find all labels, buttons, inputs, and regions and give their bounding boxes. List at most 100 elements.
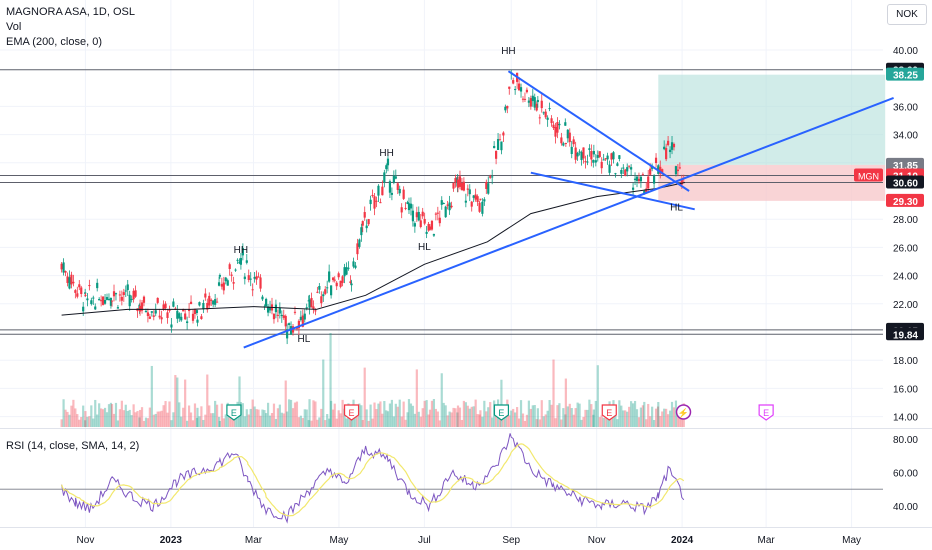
- candle-body: [578, 151, 581, 153]
- volume-bar: [592, 409, 595, 427]
- event-markers[interactable]: E E E E ⚡ E: [226, 404, 774, 421]
- candle-body: [628, 165, 631, 167]
- horizontal-levels[interactable]: [0, 69, 883, 335]
- volume-bar: [558, 403, 561, 427]
- earnings-icon: [493, 404, 510, 421]
- candle-body: [326, 287, 329, 289]
- volume-bar: [620, 405, 623, 427]
- time-tick-label: 2024: [671, 535, 694, 546]
- candle-body: [251, 289, 254, 291]
- candle-body: [226, 280, 229, 286]
- candle-body: [218, 275, 221, 277]
- price-axis[interactable]: 40.0036.0034.0032.0028.0026.0024.0022.00…: [854, 46, 924, 513]
- candle-body: [103, 300, 107, 304]
- volume-bar: [500, 379, 503, 427]
- trendlines[interactable]: [243, 70, 894, 349]
- rsi-legend[interactable]: RSI (14, close, SMA, 14, 2): [6, 440, 140, 452]
- candle-body: [92, 297, 95, 299]
- volume-bar: [98, 403, 101, 427]
- volume-bar: [232, 416, 235, 427]
- candle-body: [178, 313, 181, 319]
- volume-bar: [460, 419, 464, 427]
- candle-body: [191, 313, 195, 321]
- volume-bar: [568, 403, 571, 427]
- candle-body: [381, 186, 384, 196]
- volume-bar: [68, 414, 71, 427]
- volume-bar: [314, 401, 317, 427]
- volume-bar: [76, 414, 79, 427]
- volume-bar: [474, 399, 477, 427]
- candle-body: [310, 297, 313, 308]
- candle-body: [500, 141, 503, 151]
- volume-bar: [525, 414, 529, 427]
- candle-body: [610, 153, 613, 160]
- rsi-pane: [0, 433, 883, 524]
- candle-body: [517, 83, 521, 91]
- volume-bar: [130, 415, 133, 427]
- rsi-tick-label: 40.00: [893, 502, 918, 513]
- volume-bar: [276, 408, 279, 427]
- candle-body: [411, 210, 415, 222]
- volume-bar: [402, 401, 405, 427]
- volume-spike-bar: [329, 333, 332, 427]
- price-tick-label: 18.00: [893, 356, 918, 367]
- volume-bar: [333, 403, 336, 427]
- volume-bar: [454, 408, 457, 427]
- candle-body: [606, 155, 609, 160]
- volume-bar: [554, 418, 557, 427]
- candle-body: [468, 189, 471, 195]
- volume-bar: [62, 399, 65, 427]
- candle-body: [425, 231, 428, 234]
- candle-body: [280, 314, 283, 317]
- volume-legend[interactable]: Vol: [6, 21, 22, 33]
- event-glyph: E: [498, 408, 504, 418]
- volume-bar: [656, 406, 660, 427]
- price-level-label: 19.84: [893, 330, 918, 341]
- volume-bar: [596, 365, 599, 427]
- volume-bar: [184, 379, 187, 427]
- volume-bar: [132, 404, 135, 427]
- candle-body: [249, 278, 252, 280]
- volume-bar: [299, 415, 302, 427]
- time-axis[interactable]: Nov 2023 Mar May Jul Sep Nov 2024 Mar May: [77, 535, 861, 546]
- candle-body: [367, 219, 370, 225]
- volume-bar: [363, 367, 366, 427]
- volume-bar: [657, 402, 660, 427]
- volume-bar: [423, 400, 426, 427]
- candle-body: [60, 263, 63, 270]
- candle-body: [220, 283, 223, 287]
- position-tool[interactable]: [658, 74, 886, 201]
- volume-bar: [590, 404, 593, 427]
- trendline: [530, 171, 695, 211]
- volume-bar: [214, 400, 217, 427]
- candle-body: [204, 293, 207, 298]
- candle-body: [375, 200, 378, 202]
- price-tick-label: 16.00: [893, 384, 918, 395]
- volume-bar: [166, 412, 169, 427]
- volume-bar: [154, 413, 157, 427]
- candle-body: [278, 307, 281, 314]
- volume-bar: [218, 420, 221, 427]
- candle-body: [624, 169, 627, 176]
- candle-body: [148, 316, 151, 319]
- annotation-label: HH: [501, 46, 515, 57]
- volume-bar: [82, 405, 85, 427]
- volume-bar: [373, 402, 376, 427]
- candle-body: [379, 202, 382, 204]
- volume-bar: [516, 407, 519, 427]
- volume-bar: [566, 406, 569, 427]
- volume-bar: [485, 411, 488, 427]
- volume-bar: [504, 409, 507, 427]
- volume-bar: [72, 399, 75, 427]
- volume-bar: [512, 408, 515, 427]
- candle-body: [170, 324, 173, 328]
- symbol-title[interactable]: MAGNORA ASA, 1D, OSL: [6, 6, 135, 18]
- volume-bar: [436, 411, 439, 427]
- volume-bar: [631, 403, 635, 427]
- currency-button[interactable]: NOK: [887, 4, 927, 25]
- volume-bar: [60, 419, 63, 427]
- pane-separator[interactable]: [0, 428, 932, 429]
- ema-legend[interactable]: EMA (200, close, 0): [6, 36, 102, 48]
- volume-bar: [536, 408, 539, 427]
